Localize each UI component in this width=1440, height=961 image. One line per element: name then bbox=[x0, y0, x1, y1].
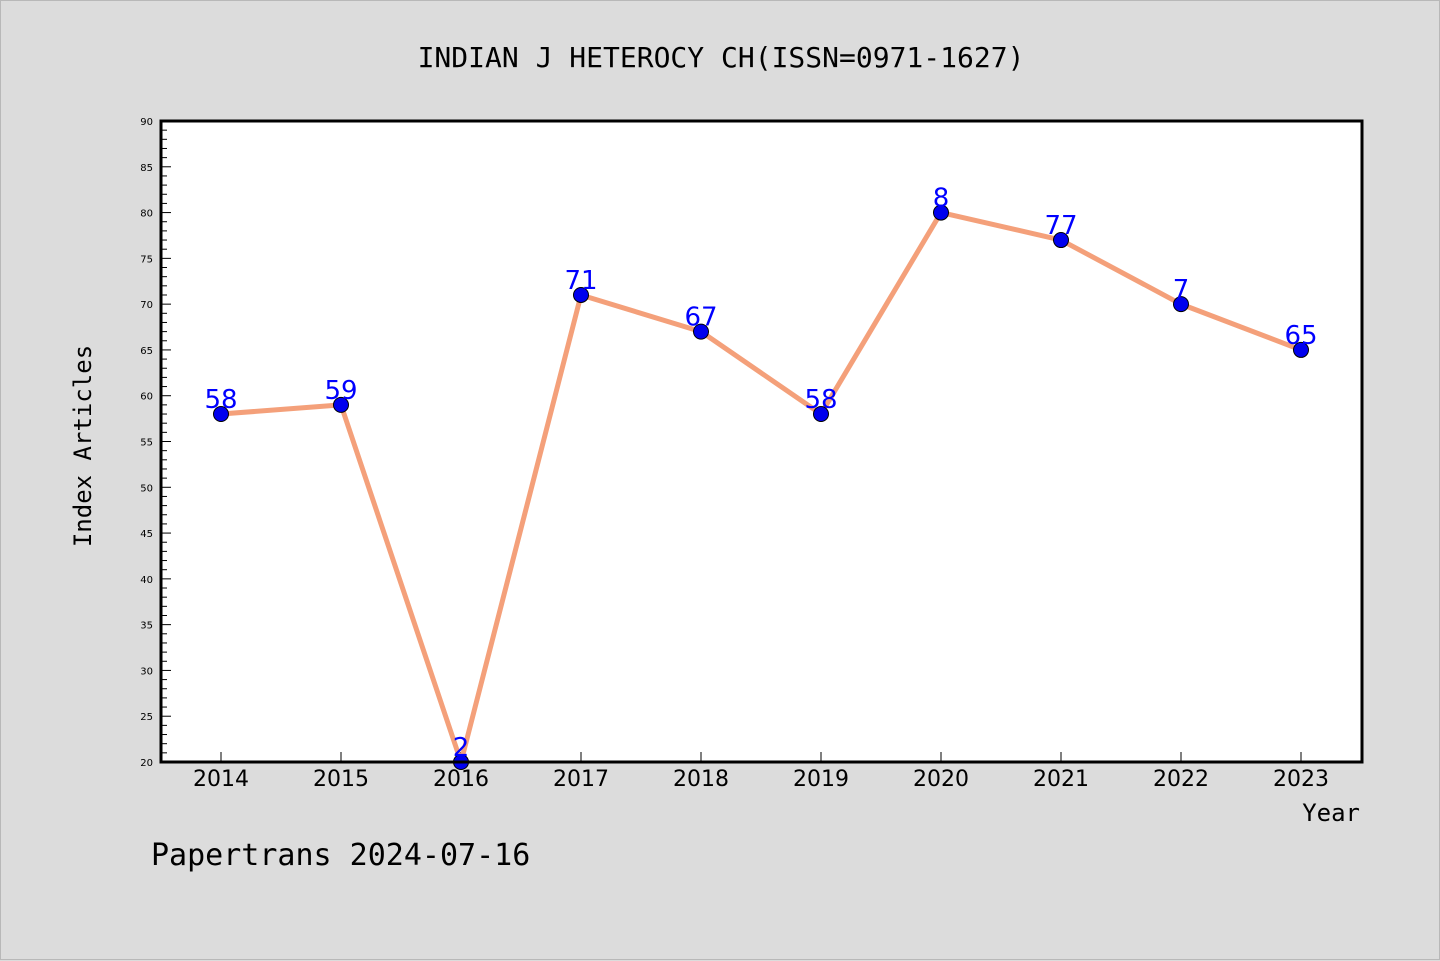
data-label: 67 bbox=[684, 303, 717, 333]
data-label: 7 bbox=[1173, 275, 1190, 305]
data-point bbox=[813, 406, 829, 423]
y-tick-label: 60 bbox=[140, 392, 153, 403]
data-label: 58 bbox=[204, 385, 237, 415]
y-tick-label: 30 bbox=[140, 666, 153, 677]
data-label: 8 bbox=[933, 184, 950, 214]
y-axis-label: Index Articles bbox=[69, 345, 97, 547]
x-tick-label: 2020 bbox=[913, 767, 969, 792]
chart-title: INDIAN J HETEROCY CH(ISSN=0971-1627) bbox=[418, 41, 1025, 74]
y-tick-label: 75 bbox=[140, 254, 153, 265]
x-tick-label: 2017 bbox=[553, 767, 609, 792]
footer-note: Papertrans 2024-07-16 bbox=[151, 838, 530, 873]
data-label: 58 bbox=[804, 385, 837, 415]
data-label: 59 bbox=[324, 376, 357, 406]
y-tick-label: 20 bbox=[140, 758, 153, 769]
y-tick-label: 25 bbox=[140, 712, 153, 723]
x-tick-label: 2018 bbox=[673, 767, 729, 792]
data-point bbox=[1293, 341, 1309, 358]
x-tick-label: 2015 bbox=[313, 767, 369, 792]
data-label: 65 bbox=[1284, 321, 1317, 351]
y-tick-label: 70 bbox=[140, 300, 153, 311]
plot-frame bbox=[159, 119, 1364, 764]
data-label: 77 bbox=[1044, 211, 1077, 241]
x-axis-label: Year bbox=[1302, 799, 1360, 827]
y-tick-label: 85 bbox=[140, 163, 153, 174]
y-axis: 20 25 30 35 40 45 50 55 60 65 70 75 80 85 90 bbox=[140, 117, 171, 769]
data-point bbox=[1173, 296, 1189, 313]
data-point bbox=[933, 204, 949, 221]
x-tick-label: 2023 bbox=[1273, 767, 1329, 792]
x-tick-label: 2016 bbox=[433, 767, 489, 792]
y-tick-label: 80 bbox=[140, 209, 153, 220]
data-point bbox=[693, 323, 709, 340]
series-line bbox=[220, 210, 1302, 765]
x-tick-label: 2019 bbox=[793, 767, 849, 792]
data-label: 2 bbox=[453, 733, 470, 763]
y-tick-label: 50 bbox=[140, 483, 153, 494]
x-tick-label: 2022 bbox=[1153, 767, 1209, 792]
data-point bbox=[213, 406, 229, 423]
x-tick-label: 2021 bbox=[1033, 767, 1089, 792]
x-tick-label: 2014 bbox=[193, 767, 249, 792]
y-tick-label: 45 bbox=[140, 529, 153, 540]
data-point bbox=[1053, 232, 1069, 249]
data-label: 71 bbox=[564, 266, 597, 296]
y-tick-label: 90 bbox=[140, 117, 153, 128]
y-tick-label: 55 bbox=[140, 438, 153, 449]
data-point bbox=[333, 396, 349, 413]
y-tick-label: 65 bbox=[140, 346, 153, 357]
plot-area bbox=[161, 121, 1362, 762]
y-tick-label: 35 bbox=[140, 621, 153, 632]
data-point bbox=[573, 286, 589, 303]
y-tick-label: 40 bbox=[140, 575, 153, 586]
x-axis: 2014 2015 2016 2017 2018 2019 2020 2021 2022 2023 bbox=[193, 752, 1329, 792]
